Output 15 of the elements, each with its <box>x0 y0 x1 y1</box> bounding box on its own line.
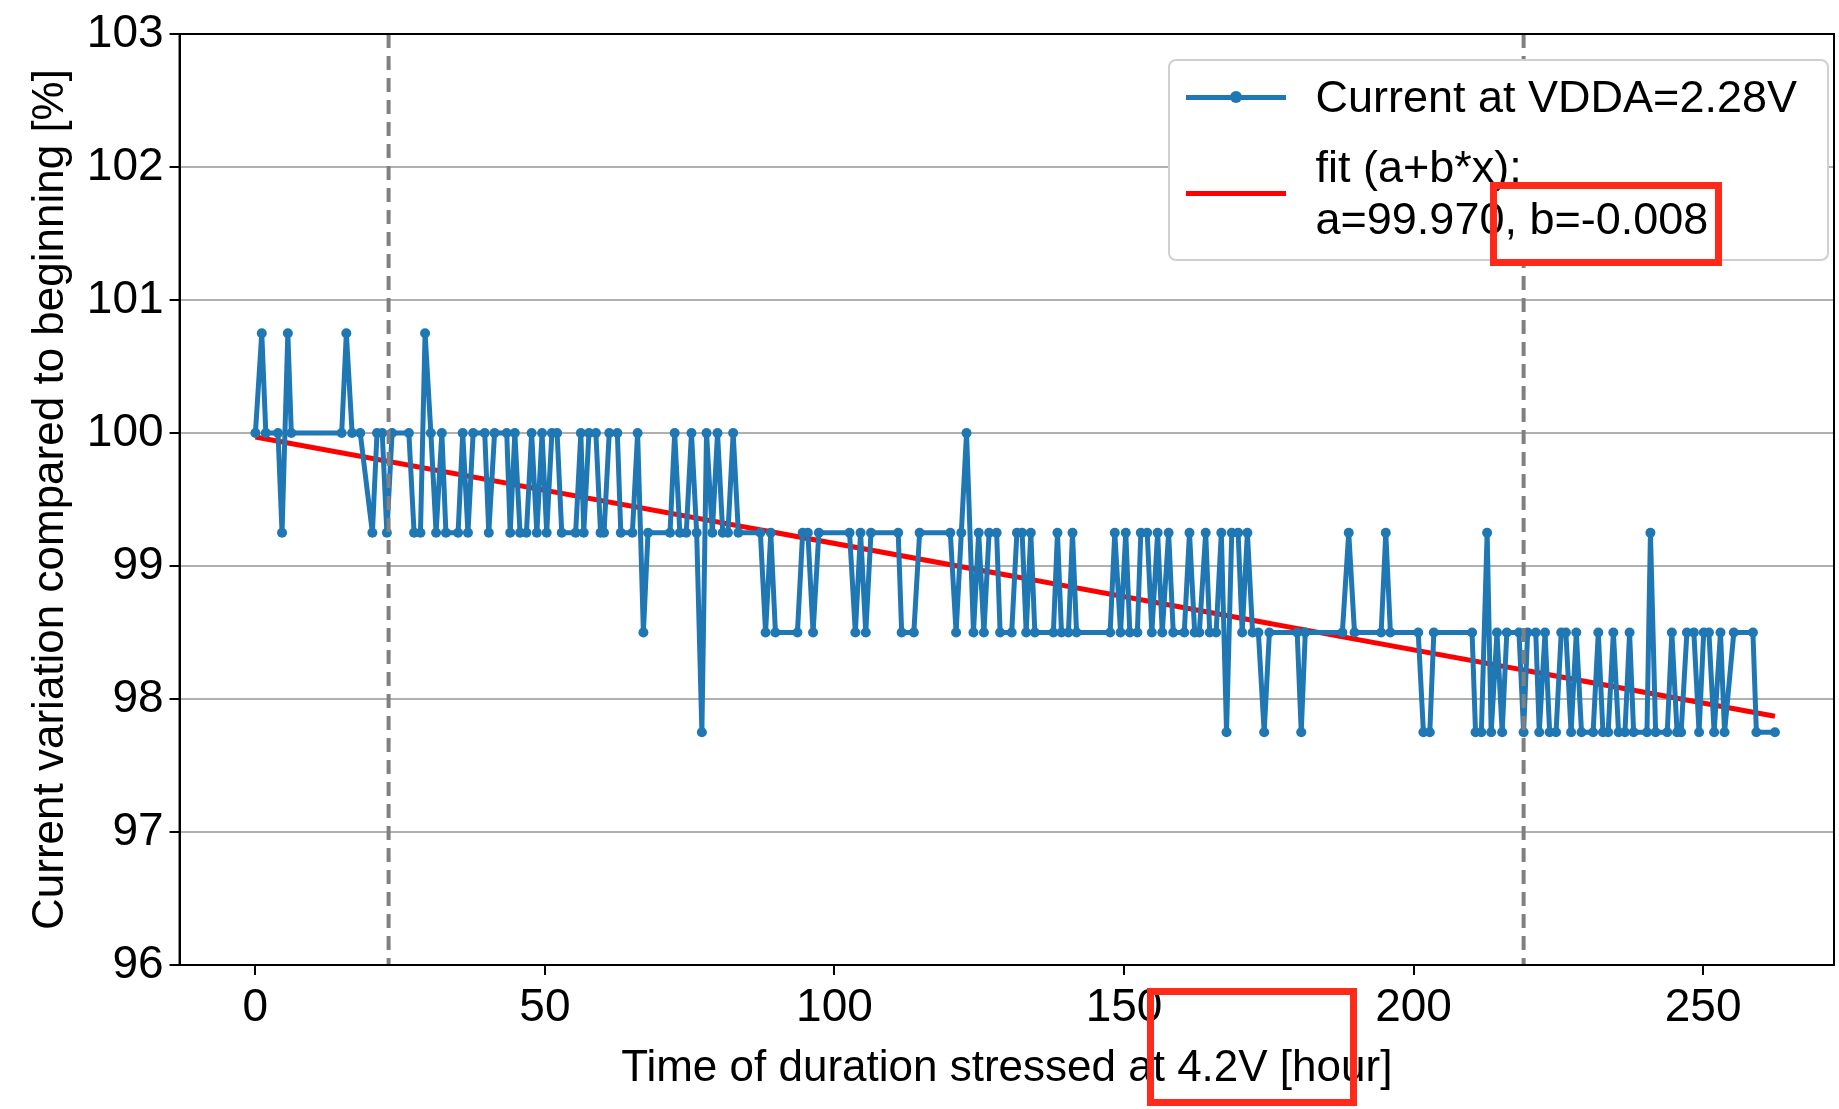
x-tick-label: 250 <box>1664 979 1742 1032</box>
y-tick-label: 103 <box>86 4 164 57</box>
y-tick-label: 96 <box>112 935 164 988</box>
y-axis-title: Current variation compared to beginning [%] <box>22 69 72 930</box>
x-tick-label: 50 <box>519 979 571 1032</box>
y-tick-label: 97 <box>112 802 164 855</box>
y-tick-label: 99 <box>112 536 164 589</box>
y-tick-label: 101 <box>86 270 164 323</box>
y-tick-label: 100 <box>86 403 164 456</box>
y-tick-label: 102 <box>86 137 164 190</box>
legend-label: Current at VDDA=2.28V <box>1315 71 1797 123</box>
x-tick-label: 0 <box>242 979 269 1032</box>
x-tick-label: 100 <box>796 979 873 1032</box>
y-tick-label: 98 <box>112 669 164 722</box>
x-tick-label: 200 <box>1375 979 1452 1032</box>
